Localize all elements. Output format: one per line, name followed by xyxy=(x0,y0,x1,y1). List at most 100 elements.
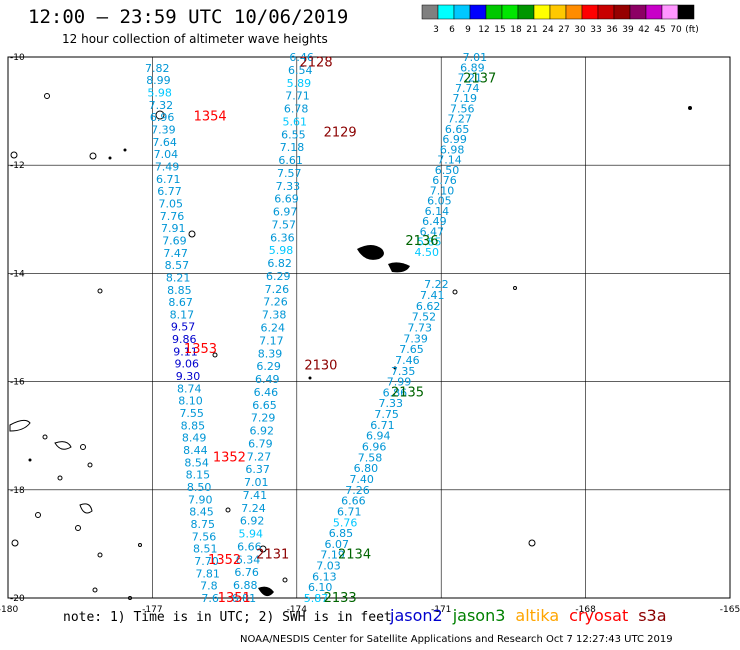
island xyxy=(11,539,19,547)
swh-value: 7.73 xyxy=(408,322,433,335)
pass-number-label: 2135 xyxy=(391,385,424,400)
fiji-island xyxy=(9,419,31,432)
color-scale-label: 21 xyxy=(526,25,537,35)
island xyxy=(513,286,517,290)
swh-value: 6.85 xyxy=(329,527,354,540)
swh-value: 6.96 xyxy=(362,441,387,454)
swh-value: 7.81 xyxy=(195,567,220,580)
pass-number-label: 2128 xyxy=(300,55,333,70)
swh-value: 6.07 xyxy=(325,538,350,551)
legend-entry-altika: altika xyxy=(515,606,560,625)
swh-value: 6.66 xyxy=(237,540,262,553)
swh-value: 7.39 xyxy=(403,332,428,345)
swh-value: 6.29 xyxy=(266,270,291,283)
swh-value: 7.8 xyxy=(200,580,218,593)
swh-value: 7.26 xyxy=(265,283,290,296)
color-scale-label: 36 xyxy=(606,25,618,35)
swh-value: 8.45 xyxy=(189,506,214,519)
pass-number-label: 2131 xyxy=(256,548,289,563)
swh-value: 7.56 xyxy=(192,530,217,543)
swh-value: 6.76 xyxy=(234,566,259,579)
color-scale-bar: 3 6 9 12 15 18 21 24 27 30 33 36 39 42 45 70 (ft) xyxy=(421,4,699,35)
swh-value: 6.81 xyxy=(232,592,257,605)
swh-value: 7.24 xyxy=(241,502,266,515)
swh-value: 7.70 xyxy=(194,555,219,568)
swh-value: 6.49 xyxy=(255,373,280,386)
swh-value: 6.69 xyxy=(274,193,299,206)
swh-value: 7.40 xyxy=(349,473,374,486)
pass-number-label: 2137 xyxy=(463,72,496,87)
swh-value: 9.86 xyxy=(172,333,197,346)
color-scale-label: 39 xyxy=(622,25,634,35)
swh-value: 7.17 xyxy=(259,334,284,347)
pass-number-label: 2136 xyxy=(405,234,438,249)
swh-value: 8.15 xyxy=(186,469,211,482)
color-scale-label: 6 xyxy=(449,25,455,35)
swh-value: 6.76 xyxy=(432,174,457,187)
swh-value: 7.55 xyxy=(179,407,204,420)
latitude-tick-label: -18 xyxy=(10,486,25,496)
island xyxy=(259,545,267,553)
swh-value: 6.98 xyxy=(440,143,465,156)
swh-value: 8.21 xyxy=(166,271,191,284)
swh-value: 6.65 xyxy=(252,399,277,412)
legend-entry-cryosat: cryosat xyxy=(569,606,629,625)
swh-value: 7.41 xyxy=(420,289,445,302)
swh-value: 6.99 xyxy=(442,133,467,146)
swh-value: 6.10 xyxy=(308,581,333,594)
swh-value: 7.65 xyxy=(399,343,424,356)
swh-value: 8.39 xyxy=(258,347,283,360)
swh-value: 6.29 xyxy=(256,360,281,373)
swh-value: 7.14 xyxy=(437,154,462,167)
swh-value: 6.71 xyxy=(370,419,395,432)
footer-credit: NOAA/NESDIS Center for Satellite Applica… xyxy=(240,634,673,645)
island xyxy=(688,106,692,110)
color-scale-label: (ft) xyxy=(685,25,699,35)
island xyxy=(138,543,142,547)
swh-value: 7.35 xyxy=(391,365,416,378)
pass-number-label: 1351 xyxy=(218,591,251,606)
swh-value: 7.57 xyxy=(277,167,302,180)
color-scale-label: 33 xyxy=(590,25,601,35)
swh-value: 6.71 xyxy=(337,505,362,518)
island xyxy=(92,587,98,593)
swh-value: 8.50 xyxy=(187,481,212,494)
swh-value: 6.54 xyxy=(288,64,313,77)
island xyxy=(155,110,165,120)
swh-value: 7.64 xyxy=(152,136,177,149)
island xyxy=(452,289,458,295)
pass-number-label: 1353 xyxy=(184,342,217,357)
swh-value: 9.30 xyxy=(176,370,201,383)
swh-value: 6.34 xyxy=(236,553,261,566)
island xyxy=(212,352,218,358)
swh-value: 7.10 xyxy=(430,184,455,197)
swh-value: 6.82 xyxy=(267,257,292,270)
swh-value: 8.67 xyxy=(168,296,193,309)
swh-value: 7.58 xyxy=(358,451,383,464)
longitude-tick-label: -180 xyxy=(0,605,18,615)
swh-value: 7.74 xyxy=(455,82,480,95)
island xyxy=(393,366,397,370)
color-scale-label: 24 xyxy=(542,25,554,35)
island xyxy=(528,539,536,547)
swh-value: 8.85 xyxy=(167,284,192,297)
color-scale-label: 42 xyxy=(638,25,649,35)
island xyxy=(97,288,103,294)
swh-value: 6.77 xyxy=(157,185,182,198)
latitude-tick-label: -12 xyxy=(10,161,25,171)
swh-value: 7.33 xyxy=(276,180,301,193)
swh-value: 6.61 xyxy=(278,154,303,167)
swh-value: 8.75 xyxy=(191,518,216,531)
swh-value: 7.27 xyxy=(247,450,272,463)
pass-number-label: 1352 xyxy=(213,450,246,465)
note-text: note: 1) Time is in UTC; 2) SWH is in fe… xyxy=(63,610,392,625)
latitude-tick-label: -16 xyxy=(10,378,25,388)
island xyxy=(108,156,112,160)
swh-value: 5.61 xyxy=(282,115,307,128)
legend-entry-jason3: jason3 xyxy=(452,606,506,625)
swh-value: 6.96 xyxy=(150,111,175,124)
swh-value: 9.57 xyxy=(171,321,196,334)
swh-value: 8.99 xyxy=(146,74,171,87)
swh-value: 8.57 xyxy=(165,259,190,272)
color-scale-label: 18 xyxy=(510,25,522,35)
